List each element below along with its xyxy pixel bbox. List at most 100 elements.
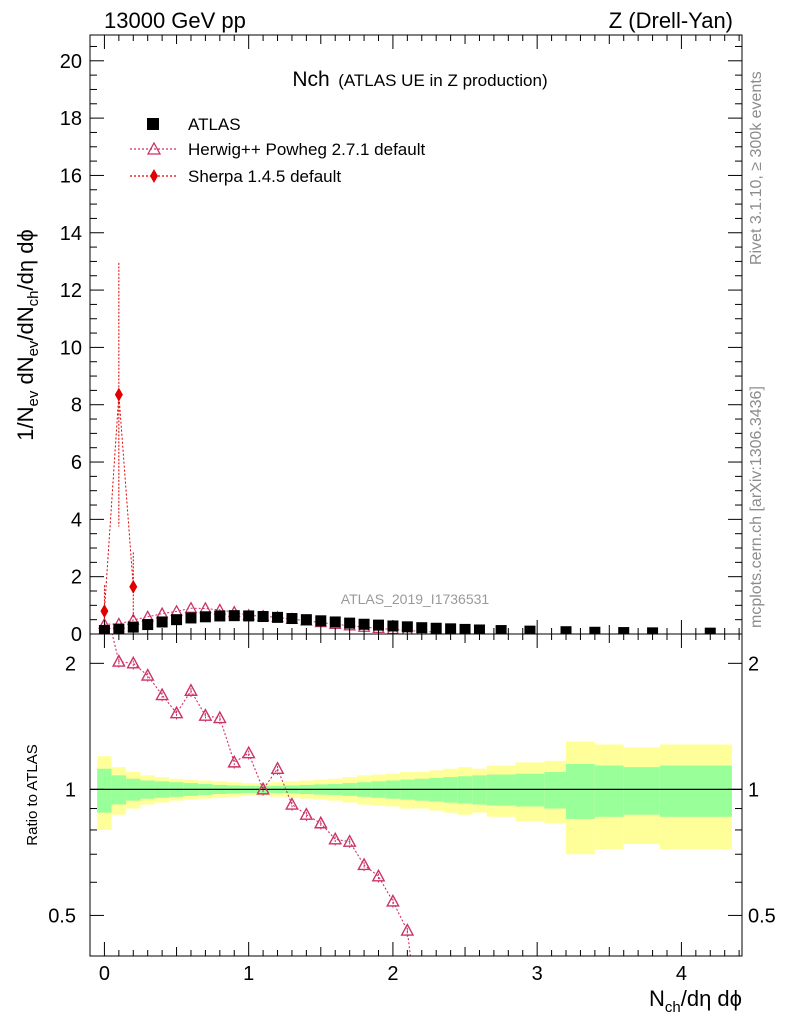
plot-title: Nch (ATLAS UE in Z production) [292,68,547,91]
x-tick-label: 3 [532,963,543,985]
y-tick-label-main: 20 [60,51,82,73]
sherpa-point [129,579,138,594]
xlabel-base: N [649,986,665,1011]
atlas-point [185,612,197,624]
y-tick-label-ratio-left: 0.5 [48,905,76,927]
y-tick-label-ratio-right: 0.5 [748,905,776,927]
legend-label-atlas: ATLAS [188,115,241,134]
atlas-point [372,619,384,631]
ratio-band-inner [566,763,595,819]
atlas-point [401,621,413,633]
y-tick-label-main: 0 [71,624,82,646]
legend-marker-herwig [146,141,162,155]
sherpa-point [114,387,123,402]
y-tick-label-main: 14 [60,223,82,245]
ratio-herwig-series [111,634,415,956]
legend-label-sherpa: Sherpa 1.4.5 default [188,167,341,186]
plot-title-main: Nch [292,68,329,91]
ratio-panel-frame [89,633,743,957]
ratio-herwig-point [140,668,155,681]
ratio-band-inner [97,768,112,813]
main-y-axis-label: 1/Nev dNev/dNch/dη dϕ [13,229,42,441]
legend: ATLAS Herwig++ Powheg 2.7.1 default Sher… [130,115,425,186]
sherpa-line [103,394,134,612]
atlas-point [199,611,211,623]
atlas-point [243,610,255,622]
ylabel-part-3: /dN [13,306,38,340]
ratio-herwig-point [400,923,415,936]
ratio-herwig-point [155,687,170,701]
atlas-point [495,625,507,634]
ratio-band-inner [623,767,660,815]
xlabel-rest: /dη dϕ [681,986,742,1011]
ratio-herwig-point [371,868,386,882]
atlas-point [300,614,312,626]
ratio-herwig-point [357,857,371,871]
atlas-point [156,616,168,628]
sherpa-point [100,604,109,619]
ylabel-sub-3: ch [25,290,42,306]
ratio-band-inner [594,765,624,817]
x-tick-label: 0 [99,963,110,985]
side-text-rivet: Rivet 3.1.10, ≥ 300k events [748,71,765,265]
atlas-point [416,622,428,634]
y-tick-label-main: 8 [71,395,82,417]
ylabel-sub-2: ev [25,340,42,356]
y-tick-label-ratio-right: 2 [748,653,759,675]
atlas-point [214,610,226,622]
atlas-point [315,615,327,627]
atlas-point [358,618,370,630]
x-axis-label: Nch/dη dϕ [649,986,742,1016]
atlas-point [344,617,356,629]
y-tick-label-main: 18 [60,108,82,130]
x-tick-label: 1 [243,963,254,985]
herwig-line [104,607,437,633]
ratio-herwig-point [111,654,126,667]
atlas-point [329,616,341,628]
ratio-herwig-point [227,754,242,768]
atlas-point [228,610,240,622]
ratio-herwig-point [198,708,213,721]
x-tick-label: 4 [676,963,687,985]
ratio-herwig-point [342,834,357,847]
ratio-herwig-point [256,781,270,795]
ratio-band-inner [486,774,516,806]
atlas-point [257,611,269,623]
y-tick-label-main: 10 [60,337,82,359]
xlabel-sub: ch [665,999,681,1016]
ratio-herwig-point [169,705,184,719]
ratio-herwig-point [241,745,256,759]
ratio-band-inner [659,765,732,817]
herwig-point [199,601,212,614]
atlas-point [272,611,284,623]
y-tick-label-main: 16 [60,165,82,187]
plot-title-sub: (ATLAS UE in Z production) [338,71,547,90]
atlas-point [127,621,139,633]
ratio-herwig-point [313,815,328,829]
atlas-point [142,619,154,631]
x-tick-label: 2 [387,963,398,985]
ratio-herwig-point [328,831,343,845]
ratio-herwig-point [299,807,314,820]
side-text-mcplots: mcplots.cern.ch [arXiv:1306.3436] [748,386,765,628]
main-data-series [98,262,716,634]
ratio-band-inner [544,772,567,809]
legend-marker-atlas [147,118,159,130]
herwig-point [155,606,169,619]
y-tick-label-main: 12 [60,280,82,302]
ratio-herwig-point [285,797,299,810]
ratio-herwig-point [184,683,198,696]
herwig-point [184,601,198,613]
axis-ticks [90,35,742,957]
atlas-point [171,614,183,626]
y-tick-label-main: 2 [71,567,82,589]
y-tick-label-ratio-right: 1 [748,779,759,801]
analysis-watermark: ATLAS_2019_I1736531 [341,591,490,607]
legend-label-herwig: Herwig++ Powheg 2.7.1 default [188,140,425,159]
ratio-herwig-point [212,710,227,724]
ratio-y-axis-label: Ratio to ATLAS [24,744,41,845]
y-tick-label-main: 6 [71,452,82,474]
ylabel-part-4: /dη dϕ [13,229,38,290]
